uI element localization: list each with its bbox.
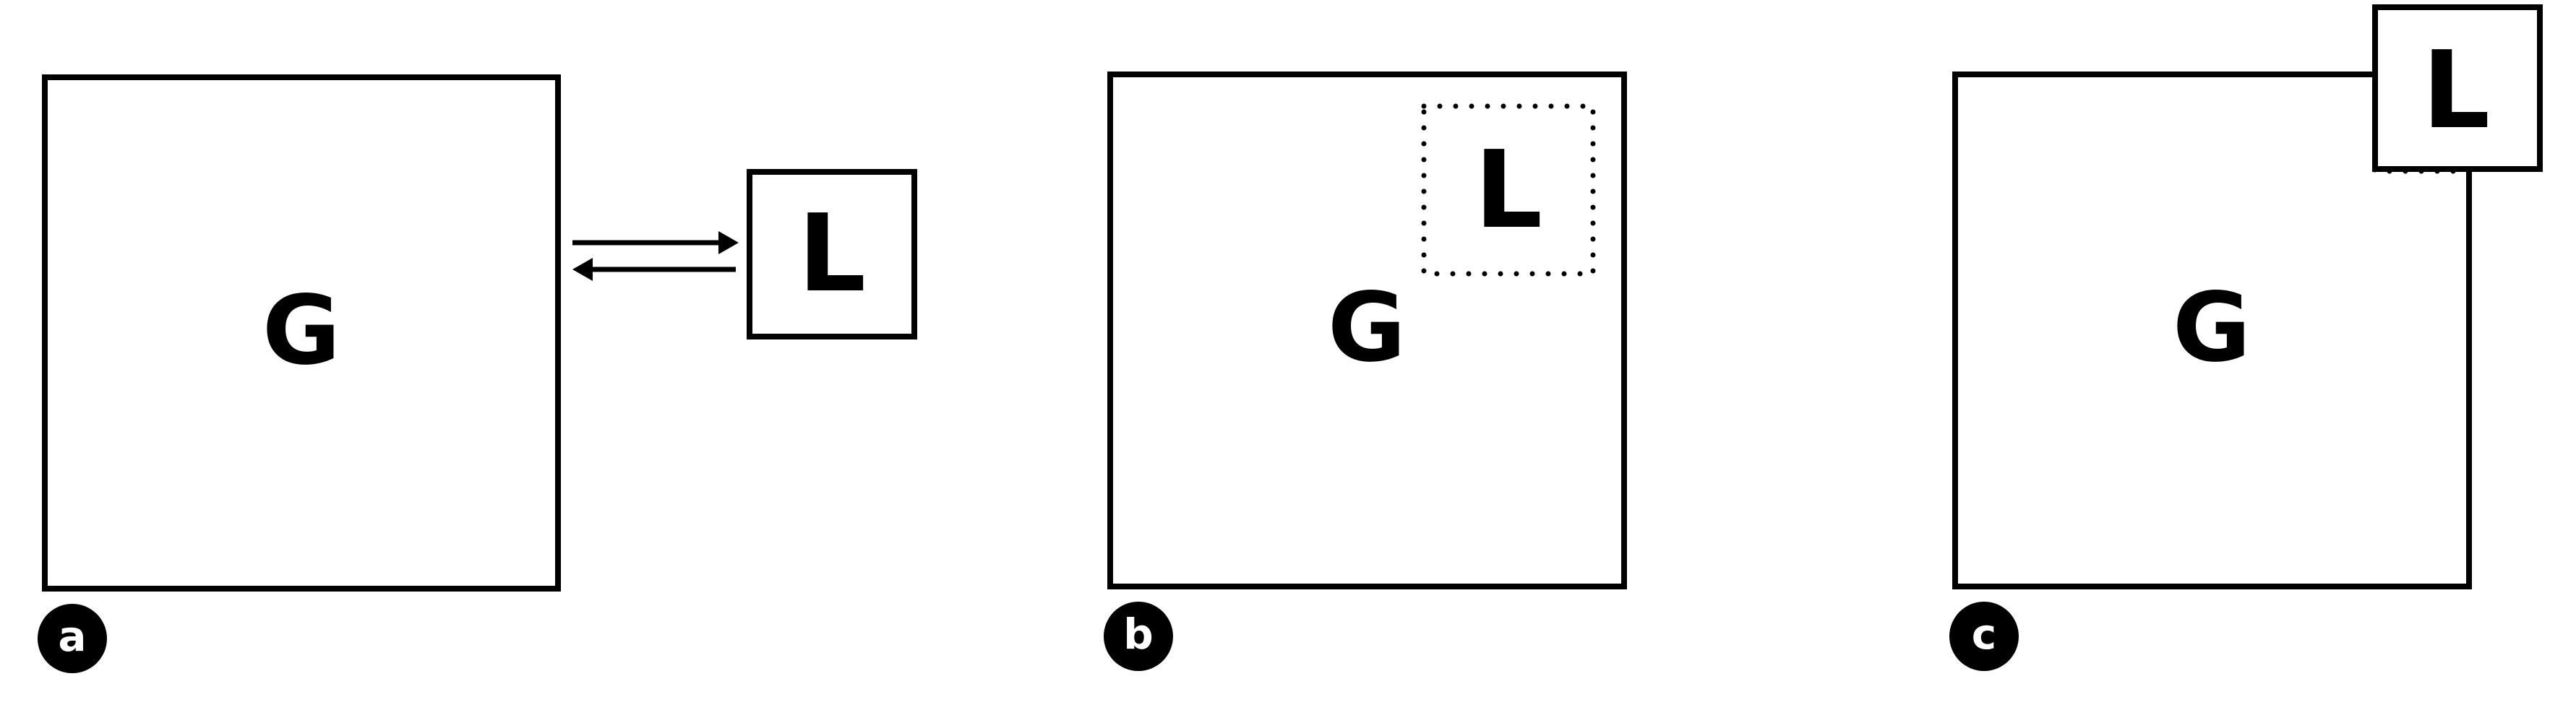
badge-text-a: a — [58, 612, 86, 661]
panel-badge-a: a — [38, 604, 107, 673]
badge-text-b: b — [1123, 610, 1154, 659]
global-box-c — [1952, 72, 2472, 589]
arrow-left-head — [572, 258, 593, 281]
badge-circle-b — [1104, 602, 1173, 671]
global-label-b: G — [1328, 272, 1406, 384]
badge-circle-a — [38, 604, 107, 673]
global-box-b — [1107, 72, 1627, 589]
exchange-arrows — [572, 231, 739, 281]
local-label-a: L — [798, 191, 866, 316]
global-label-a: G — [262, 275, 340, 386]
local-label-b: L — [1474, 128, 1542, 252]
local-label-c: L — [2422, 28, 2490, 152]
panel-badge-b: b — [1104, 602, 1173, 671]
panel-b: G L b — [1104, 72, 1627, 671]
global-label-c: G — [2173, 272, 2251, 384]
global-box-a — [42, 74, 561, 592]
local-box-c — [2372, 4, 2543, 172]
panel-badge-c: c — [1949, 602, 2019, 671]
panel-a: G L a — [38, 74, 917, 673]
local-box-a — [747, 169, 917, 339]
arrow-right-head — [718, 231, 739, 254]
local-window-b — [1421, 103, 1596, 277]
badge-text-c: c — [1972, 610, 1996, 659]
badge-circle-c — [1949, 602, 2019, 671]
panel-c: G L c — [1949, 4, 2543, 671]
